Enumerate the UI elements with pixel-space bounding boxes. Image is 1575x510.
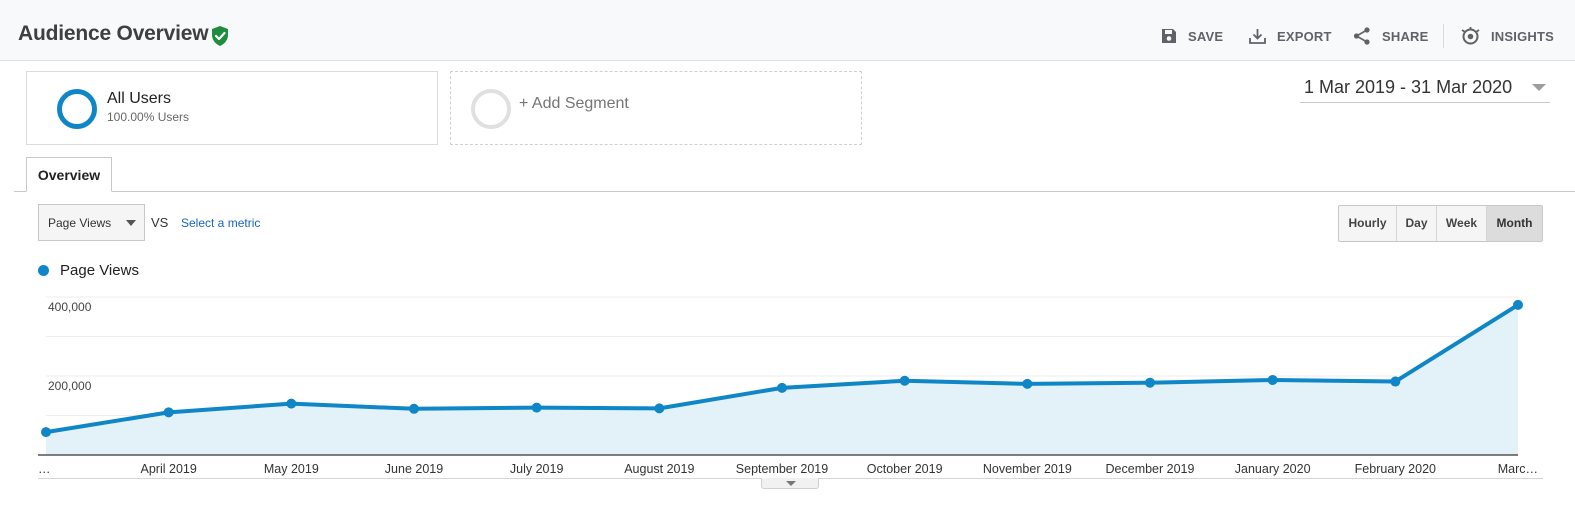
insights-label: INSIGHTS — [1491, 28, 1554, 44]
data-point[interactable] — [777, 382, 787, 393]
data-point[interactable] — [1390, 376, 1401, 387]
x-tick-label: December 2019 — [1106, 462, 1195, 476]
date-range-text: 1 Mar 2019 - 31 Mar 2020 — [1304, 77, 1513, 97]
tab-overview[interactable]: Overview — [26, 157, 112, 192]
granularity-hourly[interactable]: Hourly — [1339, 206, 1397, 241]
data-point[interactable] — [1513, 299, 1523, 310]
x-tick-label: April 2019 — [141, 462, 197, 476]
series-area — [46, 304, 1518, 455]
x-tick-label: October 2019 — [867, 462, 943, 476]
dropdown-arrow-icon — [126, 220, 136, 226]
segment-ring-icon — [57, 89, 97, 129]
x-tick-label: August 2019 — [624, 462, 694, 476]
data-point[interactable] — [409, 403, 419, 414]
granularity-toggle: Hourly Day Week Month — [1338, 205, 1543, 242]
metric-dropdown[interactable]: Page Views — [38, 204, 145, 241]
download-icon — [1249, 29, 1266, 44]
x-tick-label: May 2019 — [264, 462, 319, 476]
granularity-month[interactable]: Month — [1487, 206, 1542, 241]
x-tick-label: July 2019 — [510, 462, 564, 476]
data-point[interactable] — [654, 403, 665, 414]
save-button[interactable]: SAVE — [1160, 24, 1223, 48]
divider — [1443, 24, 1444, 48]
x-tick-label: … — [38, 462, 51, 476]
chart-collapse-toggle[interactable] — [761, 478, 819, 489]
data-point[interactable] — [531, 402, 542, 413]
select-metric-link[interactable]: Select a metric — [181, 216, 261, 230]
segment-name: All Users — [107, 90, 172, 107]
report-header: Audience Overview SAVE EXPORT SHARE INSI… — [0, 0, 1575, 61]
x-tick-label: February 2020 — [1355, 462, 1436, 476]
save-icon — [1162, 29, 1176, 43]
x-tick-label: September 2019 — [736, 462, 828, 476]
chevron-down-icon — [1532, 84, 1546, 91]
insights-button[interactable]: INSIGHTS — [1460, 24, 1554, 48]
legend-label: Page Views — [60, 262, 139, 279]
x-tick-label: January 2020 — [1235, 462, 1311, 476]
segment-percentage: 100.00% Users — [107, 110, 190, 124]
legend-dot — [38, 265, 49, 276]
add-segment-button[interactable]: + Add Segment — [450, 71, 862, 145]
granularity-day[interactable]: Day — [1397, 206, 1437, 241]
tab-divider — [14, 191, 1575, 192]
granularity-week[interactable]: Week — [1437, 206, 1487, 241]
data-point[interactable] — [1267, 374, 1278, 385]
report-body: All Users 100.00% Users + Add Segment 1 … — [14, 61, 1575, 510]
vs-label: VS — [151, 215, 169, 230]
segment-all-users[interactable]: All Users 100.00% Users — [26, 71, 438, 145]
share-icon — [1353, 27, 1370, 45]
verified-shield-icon — [212, 26, 228, 46]
page-views-chart: 400,000 200,000 … April 2019 May 2019 June 20… — [38, 296, 1538, 476]
export-label: EXPORT — [1277, 28, 1332, 44]
x-tick-label: June 2019 — [385, 462, 443, 476]
add-segment-label: + Add Segment — [519, 95, 629, 112]
date-range-picker[interactable]: 1 Mar 2019 - 31 Mar 2020 — [1300, 75, 1550, 103]
empty-segment-ring-icon — [471, 89, 511, 129]
insights-icon — [1461, 26, 1480, 44]
y-tick-label: 200,000 — [48, 379, 92, 393]
export-button[interactable]: EXPORT — [1248, 24, 1332, 48]
data-point[interactable] — [1022, 378, 1033, 389]
share-button[interactable]: SHARE — [1352, 24, 1429, 48]
save-label: SAVE — [1188, 28, 1224, 44]
share-label: SHARE — [1382, 28, 1429, 44]
data-point[interactable] — [899, 375, 910, 386]
data-point[interactable] — [41, 427, 51, 438]
data-point[interactable] — [163, 407, 174, 418]
x-tick-label: Marc… — [1498, 462, 1538, 476]
caret-down-icon — [786, 481, 796, 486]
y-tick-label: 400,000 — [48, 300, 92, 314]
x-tick-label: November 2019 — [983, 462, 1072, 476]
data-point[interactable] — [286, 398, 297, 409]
page-title: Audience Overview — [18, 22, 209, 45]
metric-dropdown-value: Page Views — [48, 216, 112, 230]
data-point[interactable] — [1145, 377, 1155, 388]
